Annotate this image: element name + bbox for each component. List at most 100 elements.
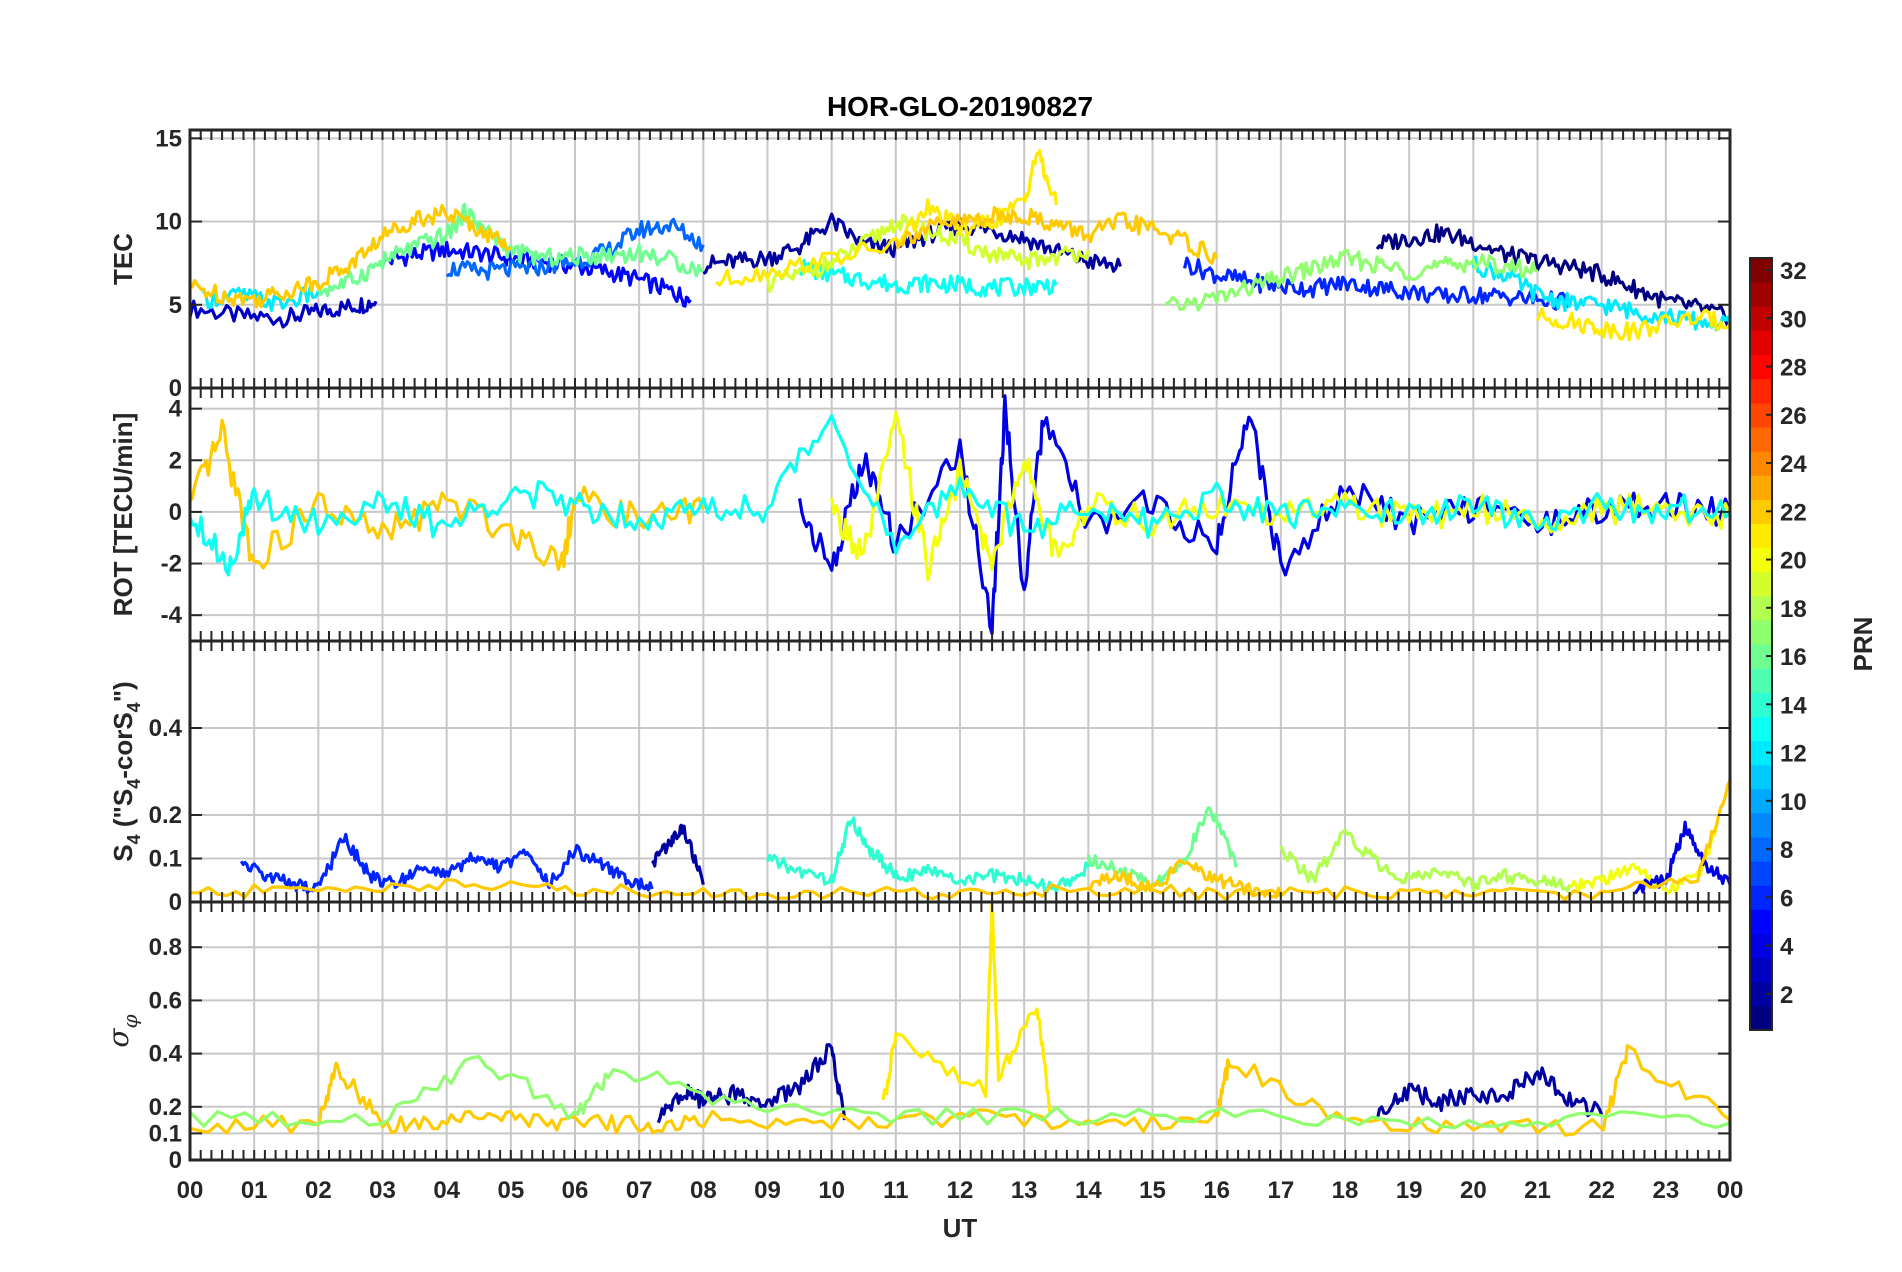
series-prn-22 <box>1088 858 1283 899</box>
colorbar-tick-label: 4 <box>1780 934 1794 961</box>
y-tick-label: 0 <box>169 889 182 916</box>
series-prn-14 <box>765 816 1090 894</box>
series-prn-3 <box>190 297 378 329</box>
colorbar-swatch <box>1750 402 1772 428</box>
x-tick-label: 16 <box>1203 1177 1230 1204</box>
colorbar-swatch <box>1750 861 1772 886</box>
colorbar-swatch <box>1750 306 1772 331</box>
series-prn-22 <box>894 206 1219 265</box>
colorbar-swatch <box>1750 258 1772 283</box>
minor-ticks <box>189 130 1731 388</box>
colorbar-tick-label: 20 <box>1780 548 1807 575</box>
colorbar-swatch <box>1750 764 1772 790</box>
x-axis-label: UT <box>943 1213 978 1243</box>
x-tick-label: 12 <box>947 1177 974 1204</box>
colorbar-tick-label: 30 <box>1780 306 1807 333</box>
series-prn-17 <box>1164 248 1539 312</box>
y-tick-label: 0 <box>169 499 182 526</box>
colorbar-swatch <box>1750 788 1772 814</box>
x-tick-label: 03 <box>369 1177 396 1204</box>
y-tick-label: 0.4 <box>149 715 183 742</box>
colorbar-swatch <box>1750 837 1772 862</box>
x-tick-label: 07 <box>626 1177 653 1204</box>
minor-ticks <box>189 641 1731 902</box>
y-axis-label-sigma_phi: σφ <box>102 1014 142 1047</box>
series-prn-12 <box>1471 255 1730 332</box>
colorbar-swatch <box>1750 426 1772 452</box>
x-tick-label: 06 <box>562 1177 589 1204</box>
y-tick-label: -2 <box>161 551 182 578</box>
x-tick-label: 19 <box>1396 1177 1423 1204</box>
colorbar-swatch <box>1750 1005 1772 1031</box>
series-prn-22 <box>190 1043 1730 1137</box>
colorbar-tick-label: 8 <box>1780 837 1793 864</box>
series-group <box>190 148 1730 342</box>
y-tick-label: 15 <box>155 125 182 152</box>
colorbar-swatch <box>1750 282 1772 307</box>
x-tick-label: 04 <box>433 1177 460 1204</box>
colorbar-swatch <box>1750 330 1772 356</box>
colorbar-swatch <box>1750 740 1772 766</box>
series-prn-13 <box>799 258 1058 298</box>
x-tick-label: 09 <box>754 1177 781 1204</box>
colorbar-swatch <box>1750 812 1772 838</box>
y-tick-label: 0.2 <box>149 802 182 829</box>
series-prn-2 <box>650 823 705 885</box>
y-tick-label: 2 <box>169 447 182 474</box>
x-tick-label: 08 <box>690 1177 717 1204</box>
x-tick-label: 21 <box>1524 1177 1551 1204</box>
series-prn-4 <box>1633 820 1730 895</box>
colorbar-label: PRN <box>1848 617 1878 672</box>
colorbar-swatch <box>1750 692 1772 717</box>
x-tick-label: 02 <box>305 1177 332 1204</box>
series-prn-17 <box>190 1054 1730 1130</box>
panel-sigma_phi: 00.10.2 0.4 0.6 0.8 σφ <box>102 900 1732 1174</box>
series-prn-22 <box>190 203 512 309</box>
x-tick-label: 18 <box>1332 1177 1359 1204</box>
panel-s4: 0 0.1 0.2 0.4S4 ("S4-corS4") <box>108 639 1732 916</box>
colorbar-tick-label: 16 <box>1780 644 1807 671</box>
x-tick-label: 01 <box>241 1177 268 1204</box>
x-tick-label: 11 <box>883 1177 908 1204</box>
x-tick-label: 00 <box>1717 1177 1744 1204</box>
series-group <box>190 902 1730 1137</box>
minor-ticks <box>189 388 1731 641</box>
colorbar-swatch <box>1750 885 1772 910</box>
panel-tec: 0 5 10 15 TEC <box>108 125 1732 402</box>
x-tick-label: 10 <box>818 1177 845 1204</box>
series-prn-21 <box>881 902 1052 1113</box>
minor-ticks <box>189 902 1731 1160</box>
y-tick-label: -4 <box>161 602 183 629</box>
chart-title: HOR-GLO-20190827 <box>827 91 1093 122</box>
colorbar-tick-label: 22 <box>1780 499 1807 526</box>
colorbar-swatch <box>1750 644 1772 669</box>
x-tick-label: 22 <box>1588 1177 1615 1204</box>
colorbar-swatch <box>1750 933 1772 959</box>
y-tick-label: 5 <box>169 292 182 319</box>
series-prn-13 <box>190 414 1730 577</box>
series-prn-8 <box>445 217 705 281</box>
colorbar-tick-label: 32 <box>1780 258 1807 285</box>
y-tick-label: 10 <box>155 209 182 236</box>
x-tick-label: 20 <box>1460 1177 1487 1204</box>
series-prn-2 <box>1375 1066 1604 1122</box>
series-prn-5 <box>380 240 692 308</box>
colorbar-tick-label: 26 <box>1780 403 1807 430</box>
x-axis: 00 01 02 03 04 05 06 07 08 09 10 11 12 13 14 15 16 17 18 19… <box>177 1177 1744 1204</box>
colorbar-swatch <box>1750 571 1772 597</box>
y-tick-label: 0.4 <box>149 1041 183 1068</box>
y-axis-label-tec: TEC <box>108 233 138 285</box>
series-prn-2 <box>656 1043 847 1124</box>
colorbar-swatch <box>1750 981 1772 1007</box>
y-axis-label-s4: S4 ("S4-corS4") <box>108 681 144 861</box>
colorbar-swatch <box>1750 668 1772 693</box>
x-tick-label: 14 <box>1075 1177 1102 1204</box>
colorbar-swatch <box>1750 378 1772 404</box>
colorbar-swatch <box>1750 523 1772 549</box>
y-tick-label: 0.1 <box>149 1120 182 1147</box>
y-tick-label: 0 <box>169 1147 182 1174</box>
colorbar-swatch <box>1750 451 1772 476</box>
series-prn-20 <box>1568 824 1719 895</box>
